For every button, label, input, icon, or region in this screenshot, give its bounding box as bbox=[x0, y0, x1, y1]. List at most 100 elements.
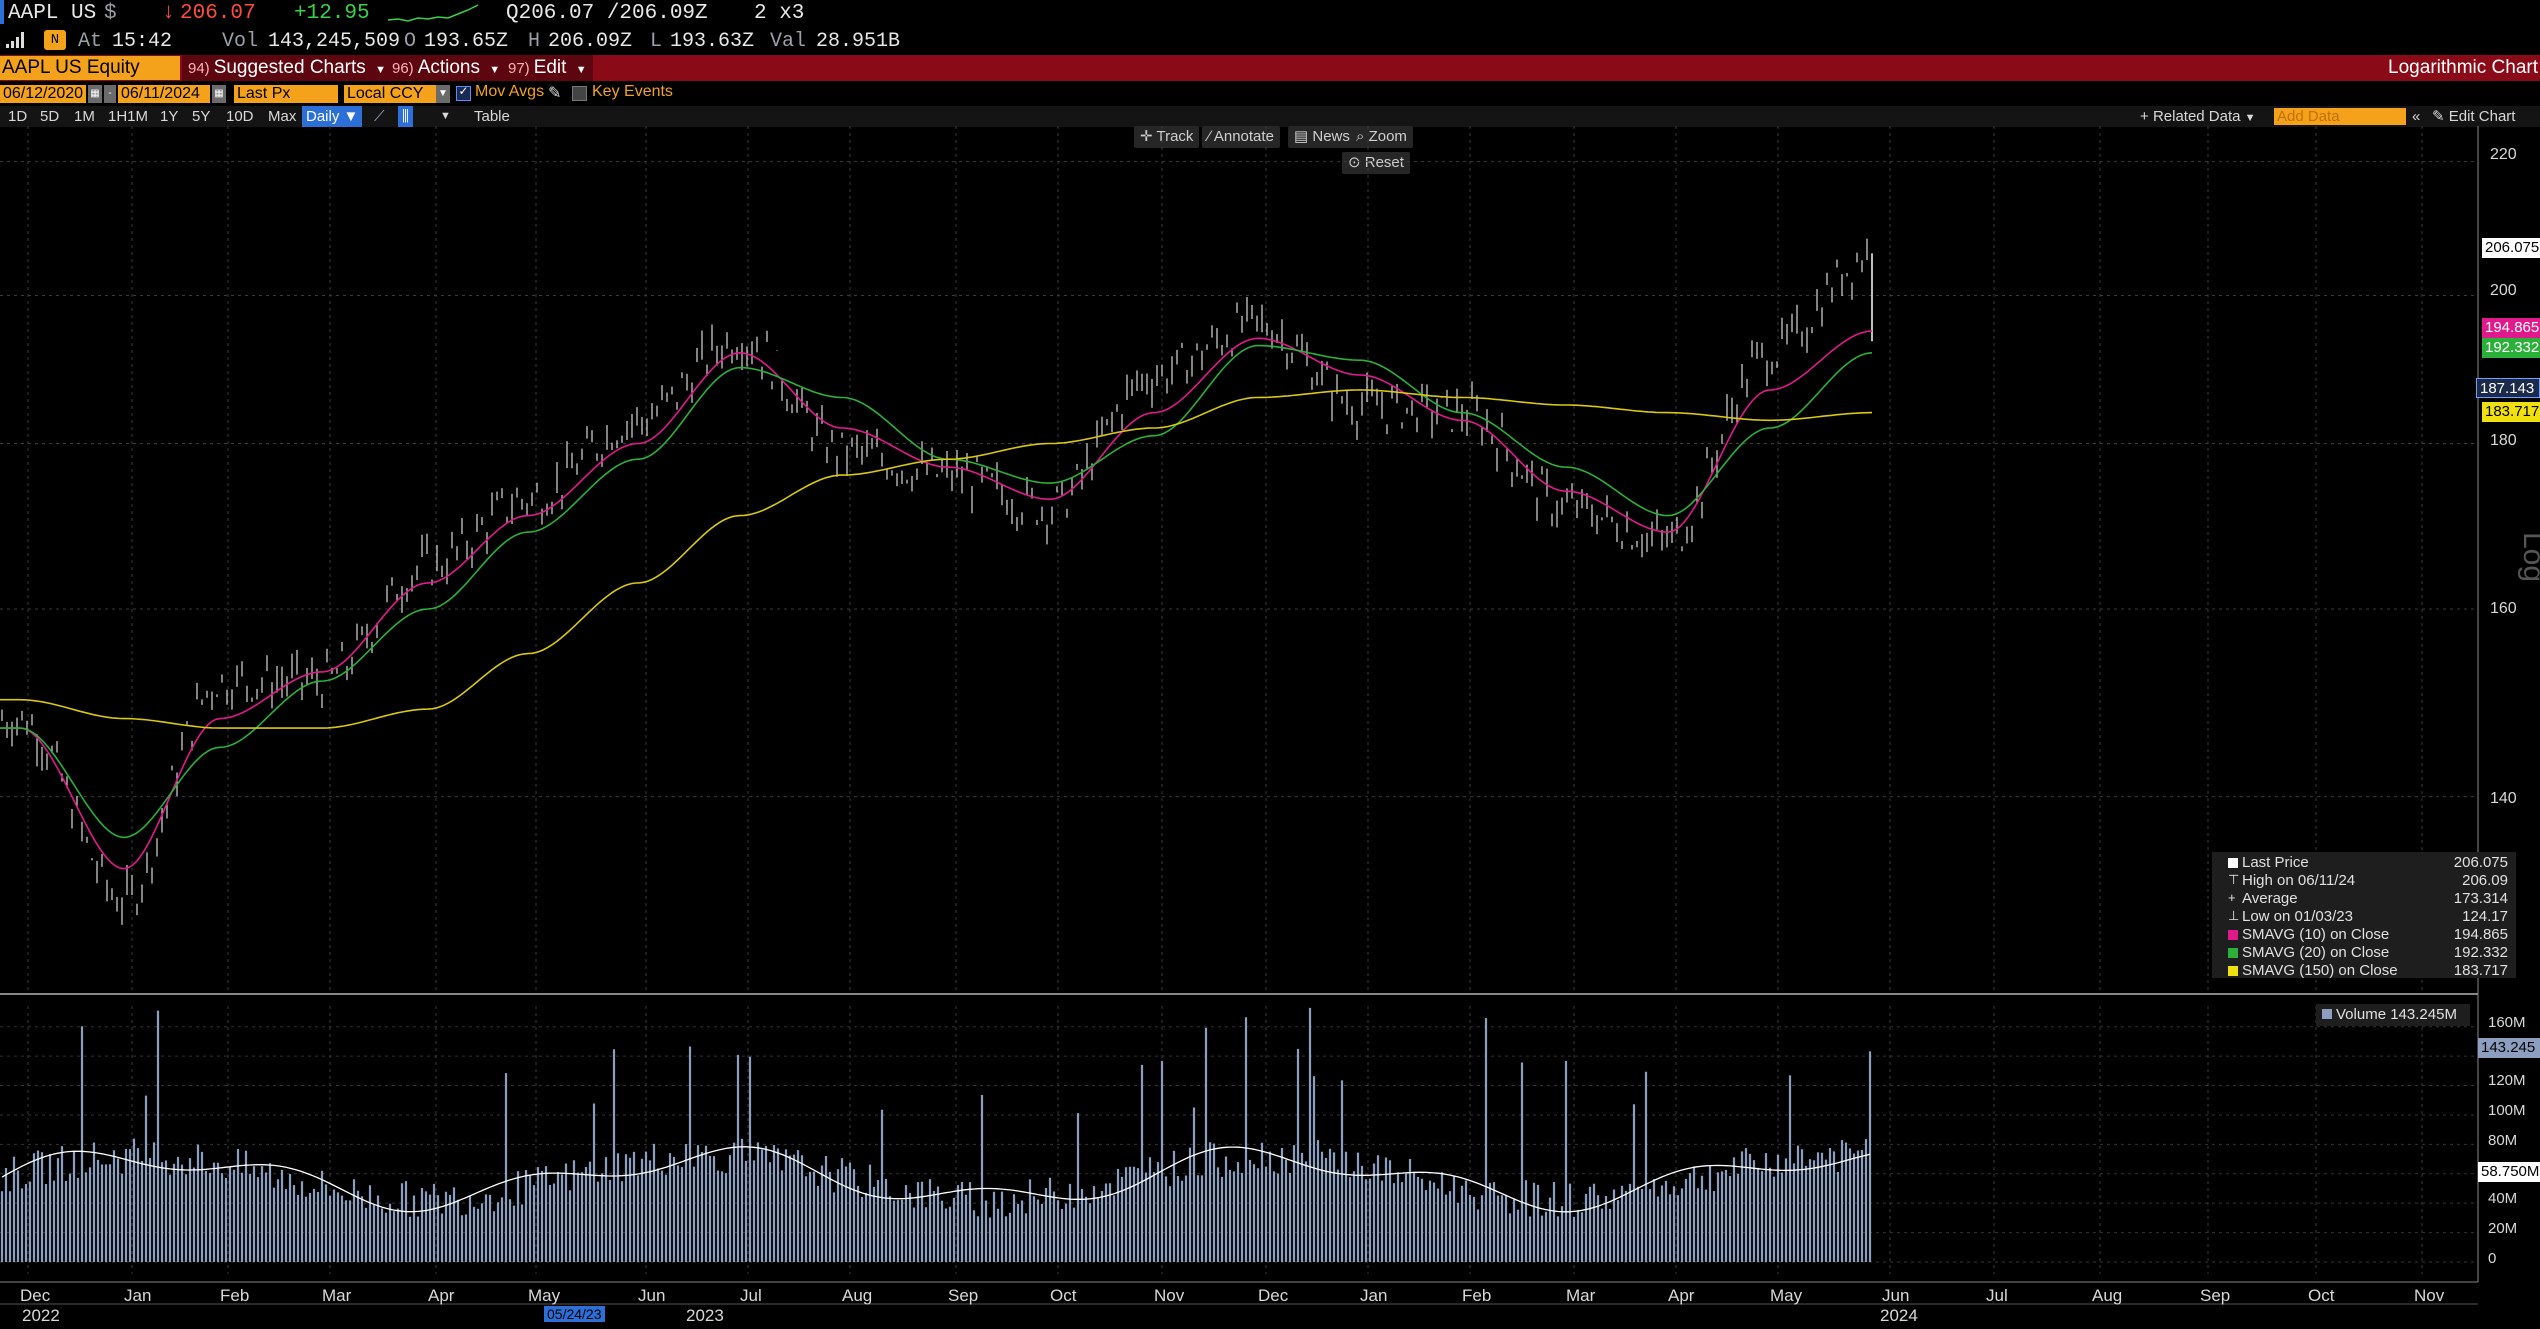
legend-row: ⊥ Low on 01/03/23 124.17 bbox=[2212, 908, 2516, 926]
x-tick: Sep bbox=[948, 1286, 979, 1305]
legend-value: 183.717 bbox=[2453, 962, 2508, 979]
x-tick: Apr bbox=[428, 1286, 455, 1305]
volume-legend[interactable]: Volume 143.245M bbox=[2316, 1004, 2470, 1026]
annotate-icon: ∕ bbox=[1208, 128, 1211, 145]
line-chart-icon[interactable]: ⟋ bbox=[374, 108, 385, 125]
mov-avgs-label[interactable]: Mov Avgs bbox=[475, 83, 545, 100]
menu-label: Suggested Charts bbox=[213, 57, 366, 78]
zoom-label: Zoom bbox=[1368, 128, 1407, 145]
x-tick: Jan bbox=[124, 1286, 152, 1305]
chart-settings-bar: 06/12/2020 ▦ - 06/11/2024 ▦ Last Px Loca… bbox=[0, 83, 2540, 105]
news-label: News bbox=[1312, 128, 1350, 145]
actions-menu[interactable]: 96) Actions ▼ bbox=[386, 55, 507, 81]
related-data-button[interactable]: + Related Data ▼ bbox=[2140, 108, 2256, 125]
range-1y[interactable]: 1Y bbox=[160, 108, 179, 125]
legend-row: SMAVG (20) on Close 192.332 bbox=[2212, 944, 2516, 962]
news-icon: ▤ bbox=[1294, 128, 1309, 145]
y-tick-180: 180 bbox=[2490, 432, 2517, 449]
field-selector[interactable]: Last Px bbox=[234, 85, 338, 103]
chart-type-title: Logarithmic Chart bbox=[2388, 57, 2538, 78]
x-tick: Feb bbox=[220, 1286, 250, 1305]
zoom-button[interactable]: ⌕ Zoom bbox=[1350, 126, 1413, 148]
collapse-icon[interactable]: « bbox=[2412, 108, 2421, 125]
range-toolbar: 1D 5D 1M 1H1M 1Y 5Y 10D Max Daily ▼ ⟋ ⫼ … bbox=[0, 106, 2540, 127]
chart-legend[interactable]: Last Price 206.075 ⊤ High on 06/11/24 20… bbox=[2212, 852, 2516, 979]
chevron-down-icon[interactable]: ▼ bbox=[436, 85, 450, 103]
sma150-tag: 183.717 bbox=[2482, 402, 2540, 422]
range-1m[interactable]: 1M bbox=[74, 108, 95, 125]
y-tick-160: 160 bbox=[2490, 600, 2517, 617]
table-button[interactable]: Table bbox=[474, 108, 510, 125]
legend-name: SMAVG (20) on Close bbox=[2242, 944, 2390, 961]
legend-row: SMAVG (10) on Close 194.865 bbox=[2212, 926, 2516, 944]
edit-chart-button[interactable]: ✎ Edit Chart bbox=[2432, 108, 2516, 125]
down-arrow-icon: ↓ bbox=[162, 0, 176, 25]
currency-selector[interactable]: Local CCY bbox=[344, 85, 436, 103]
last-price: 206.07 bbox=[180, 2, 256, 25]
legend-row: ⊤ High on 06/11/24 206.09 bbox=[2212, 872, 2516, 890]
range-10d[interactable]: 10D bbox=[226, 108, 254, 125]
y-tick-200: 200 bbox=[2490, 282, 2517, 299]
x-tick: Jul bbox=[740, 1286, 762, 1305]
x-tick: Dec bbox=[20, 1286, 51, 1305]
legend-value: 124.17 bbox=[2462, 908, 2508, 925]
range-max[interactable]: Max bbox=[268, 108, 297, 125]
period-selector[interactable]: Daily ▼ bbox=[302, 106, 363, 127]
dropdown-caret-icon: ▼ bbox=[2244, 112, 2256, 124]
vol-tick-100: 100M bbox=[2488, 1102, 2526, 1119]
legend-name: SMAVG (10) on Close bbox=[2242, 926, 2390, 943]
add-data-input[interactable]: Add Data bbox=[2274, 108, 2406, 125]
vol-tick-160: 160M bbox=[2488, 1014, 2526, 1031]
volume-legend-label: Volume bbox=[2336, 1006, 2387, 1023]
legend-value: 194.865 bbox=[2453, 926, 2508, 943]
chevron-down-icon[interactable]: ▼ bbox=[440, 110, 451, 122]
traded-value: 28.951B bbox=[816, 30, 901, 53]
start-date-field[interactable]: 06/12/2020 bbox=[0, 85, 86, 103]
signal-bars-icon bbox=[6, 32, 24, 48]
sma10-line bbox=[0, 330, 1873, 870]
x-tick: Dec bbox=[1258, 1286, 1289, 1305]
sparkline-icon bbox=[388, 4, 479, 22]
range-1d[interactable]: 1D bbox=[8, 108, 28, 125]
range-1h1m[interactable]: 1H1M bbox=[108, 108, 149, 125]
open-label: O bbox=[404, 30, 417, 53]
bar-chart-icon[interactable]: ⫼ bbox=[398, 106, 413, 127]
high-label: H bbox=[528, 30, 541, 53]
reset-icon: ⊙ bbox=[1348, 154, 1361, 171]
calendar-icon[interactable]: ▦ bbox=[88, 85, 102, 103]
track-button[interactable]: ✛ Track bbox=[1134, 126, 1200, 148]
legend-value: 206.075 bbox=[2453, 854, 2508, 871]
exchange-icon[interactable]: N bbox=[44, 30, 66, 50]
edit-menu[interactable]: 97) Edit ▼ bbox=[502, 55, 593, 81]
magenta-swatch-icon bbox=[2228, 930, 2238, 940]
end-date-field[interactable]: 06/11/2024 bbox=[118, 85, 210, 103]
security-field[interactable]: AAPL US Equity bbox=[0, 56, 180, 80]
range-5d[interactable]: 5D bbox=[40, 108, 60, 125]
x-tick: Oct bbox=[2308, 1286, 2335, 1305]
range-5y[interactable]: 5Y bbox=[192, 108, 211, 125]
white-swatch-icon bbox=[2228, 858, 2238, 868]
x-tick: Nov bbox=[1154, 1286, 1185, 1305]
reset-button[interactable]: ⊙ Reset bbox=[1342, 152, 1410, 174]
menu-number: 94) bbox=[188, 60, 210, 77]
news-button[interactable]: ▤ News bbox=[1288, 126, 1356, 148]
volume-swatch-icon bbox=[2322, 1009, 2332, 1019]
ticker[interactable]: AAPL US bbox=[8, 2, 97, 25]
key-events-label[interactable]: Key Events bbox=[592, 83, 673, 100]
legend-row: + Average 173.314 bbox=[2212, 890, 2516, 908]
x-tick: Jun bbox=[638, 1286, 666, 1305]
suggested-charts-menu[interactable]: 94) Suggested Charts ▼ bbox=[182, 55, 392, 81]
year-label: 2022 bbox=[22, 1306, 60, 1325]
dropdown-caret-icon: ▼ bbox=[375, 64, 386, 76]
annotate-button[interactable]: ∕ Annotate bbox=[1202, 126, 1280, 148]
key-events-checkbox[interactable] bbox=[572, 86, 587, 101]
crosshair-date-tag: 05/24/23 bbox=[544, 1306, 605, 1322]
calendar-icon[interactable]: ▦ bbox=[212, 85, 226, 103]
x-axis-months: Dec Jan Feb Mar Apr May Jun Jul Aug Sep … bbox=[0, 1286, 2480, 1306]
low-label: L bbox=[650, 30, 663, 53]
mov-avgs-checkbox[interactable] bbox=[456, 86, 471, 101]
net-change: +12.95 bbox=[294, 2, 370, 25]
legend-name: High on 06/11/24 bbox=[2242, 872, 2356, 889]
pencil-icon[interactable]: ✎ bbox=[548, 85, 562, 102]
